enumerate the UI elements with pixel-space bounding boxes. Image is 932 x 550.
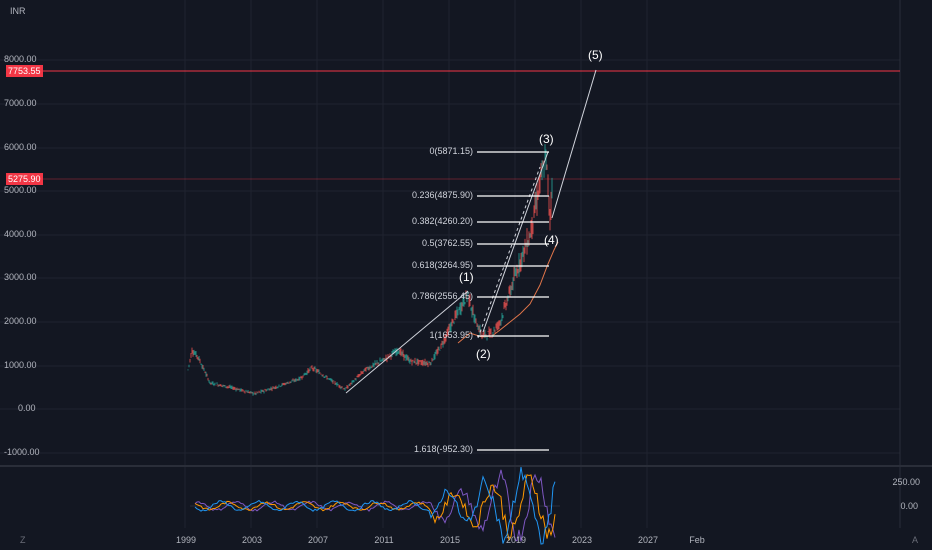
y-tick: 5000.00 <box>4 185 37 195</box>
grid <box>0 0 900 528</box>
fib-label: 0.618(3264.95) <box>411 260 473 270</box>
wave-label-2: (2) <box>476 347 491 361</box>
price-tag-lower: 5275.90 <box>6 173 43 185</box>
x-tick: 2019 <box>505 535 527 545</box>
y-tick: 4000.00 <box>4 229 37 239</box>
fib-label: 0.786(2556.45) <box>411 291 473 301</box>
fib-label: 0.382(4260.20) <box>411 216 473 226</box>
y-tick: -1000.00 <box>4 447 40 457</box>
y-tick: 2000.00 <box>4 316 37 326</box>
currency-label: INR <box>10 6 26 16</box>
fib-label: 0.236(4875.90) <box>411 190 473 200</box>
price-candles <box>187 144 553 396</box>
indicator-tick: 250.00 <box>892 477 920 487</box>
trendline-dashed[interactable] <box>477 166 541 339</box>
y-tick: 6000.00 <box>4 142 37 152</box>
x-tick: Feb <box>689 535 705 545</box>
trendline-wave1[interactable] <box>345 290 469 394</box>
y-tick: 7000.00 <box>4 98 37 108</box>
timezone-button[interactable]: Z <box>20 535 26 545</box>
fib-label: 0.5(3762.55) <box>421 238 473 248</box>
x-tick: 2011 <box>374 535 394 545</box>
oscillator-line-1 <box>194 469 556 542</box>
y-tick: 3000.00 <box>4 272 37 282</box>
moving-average-line <box>457 241 559 344</box>
x-tick: 2027 <box>637 535 659 545</box>
x-tick: 1999 <box>175 535 197 545</box>
y-tick: 0.00 <box>18 403 36 413</box>
wave-label-5: (5) <box>588 48 603 62</box>
oscillator-line-3 <box>194 467 556 545</box>
fib-label: 1(1653.95) <box>429 330 473 340</box>
wave-label-3: (3) <box>539 132 554 146</box>
x-tick: 2007 <box>307 535 329 545</box>
wave-label-4: (4) <box>544 233 559 247</box>
fib-label: 0(5871.15) <box>429 146 473 156</box>
x-tick: 2015 <box>439 535 461 545</box>
fib-label: 1.618(-952.30) <box>413 444 473 454</box>
x-tick: 2023 <box>571 535 593 545</box>
auto-scale-button[interactable]: A <box>912 535 919 545</box>
y-tick: 8000.00 <box>4 54 37 64</box>
wave-label-1: (1) <box>459 270 474 284</box>
x-tick: 2003 <box>241 535 263 545</box>
trendline-wave3[interactable] <box>482 151 549 333</box>
price-tag-upper: 7753.55 <box>6 65 43 77</box>
y-tick: 1000.00 <box>4 360 37 370</box>
fibonacci-retracement[interactable] <box>477 151 549 451</box>
trendline-wave5[interactable] <box>551 69 597 219</box>
indicator-tick: 0.00 <box>900 501 918 511</box>
